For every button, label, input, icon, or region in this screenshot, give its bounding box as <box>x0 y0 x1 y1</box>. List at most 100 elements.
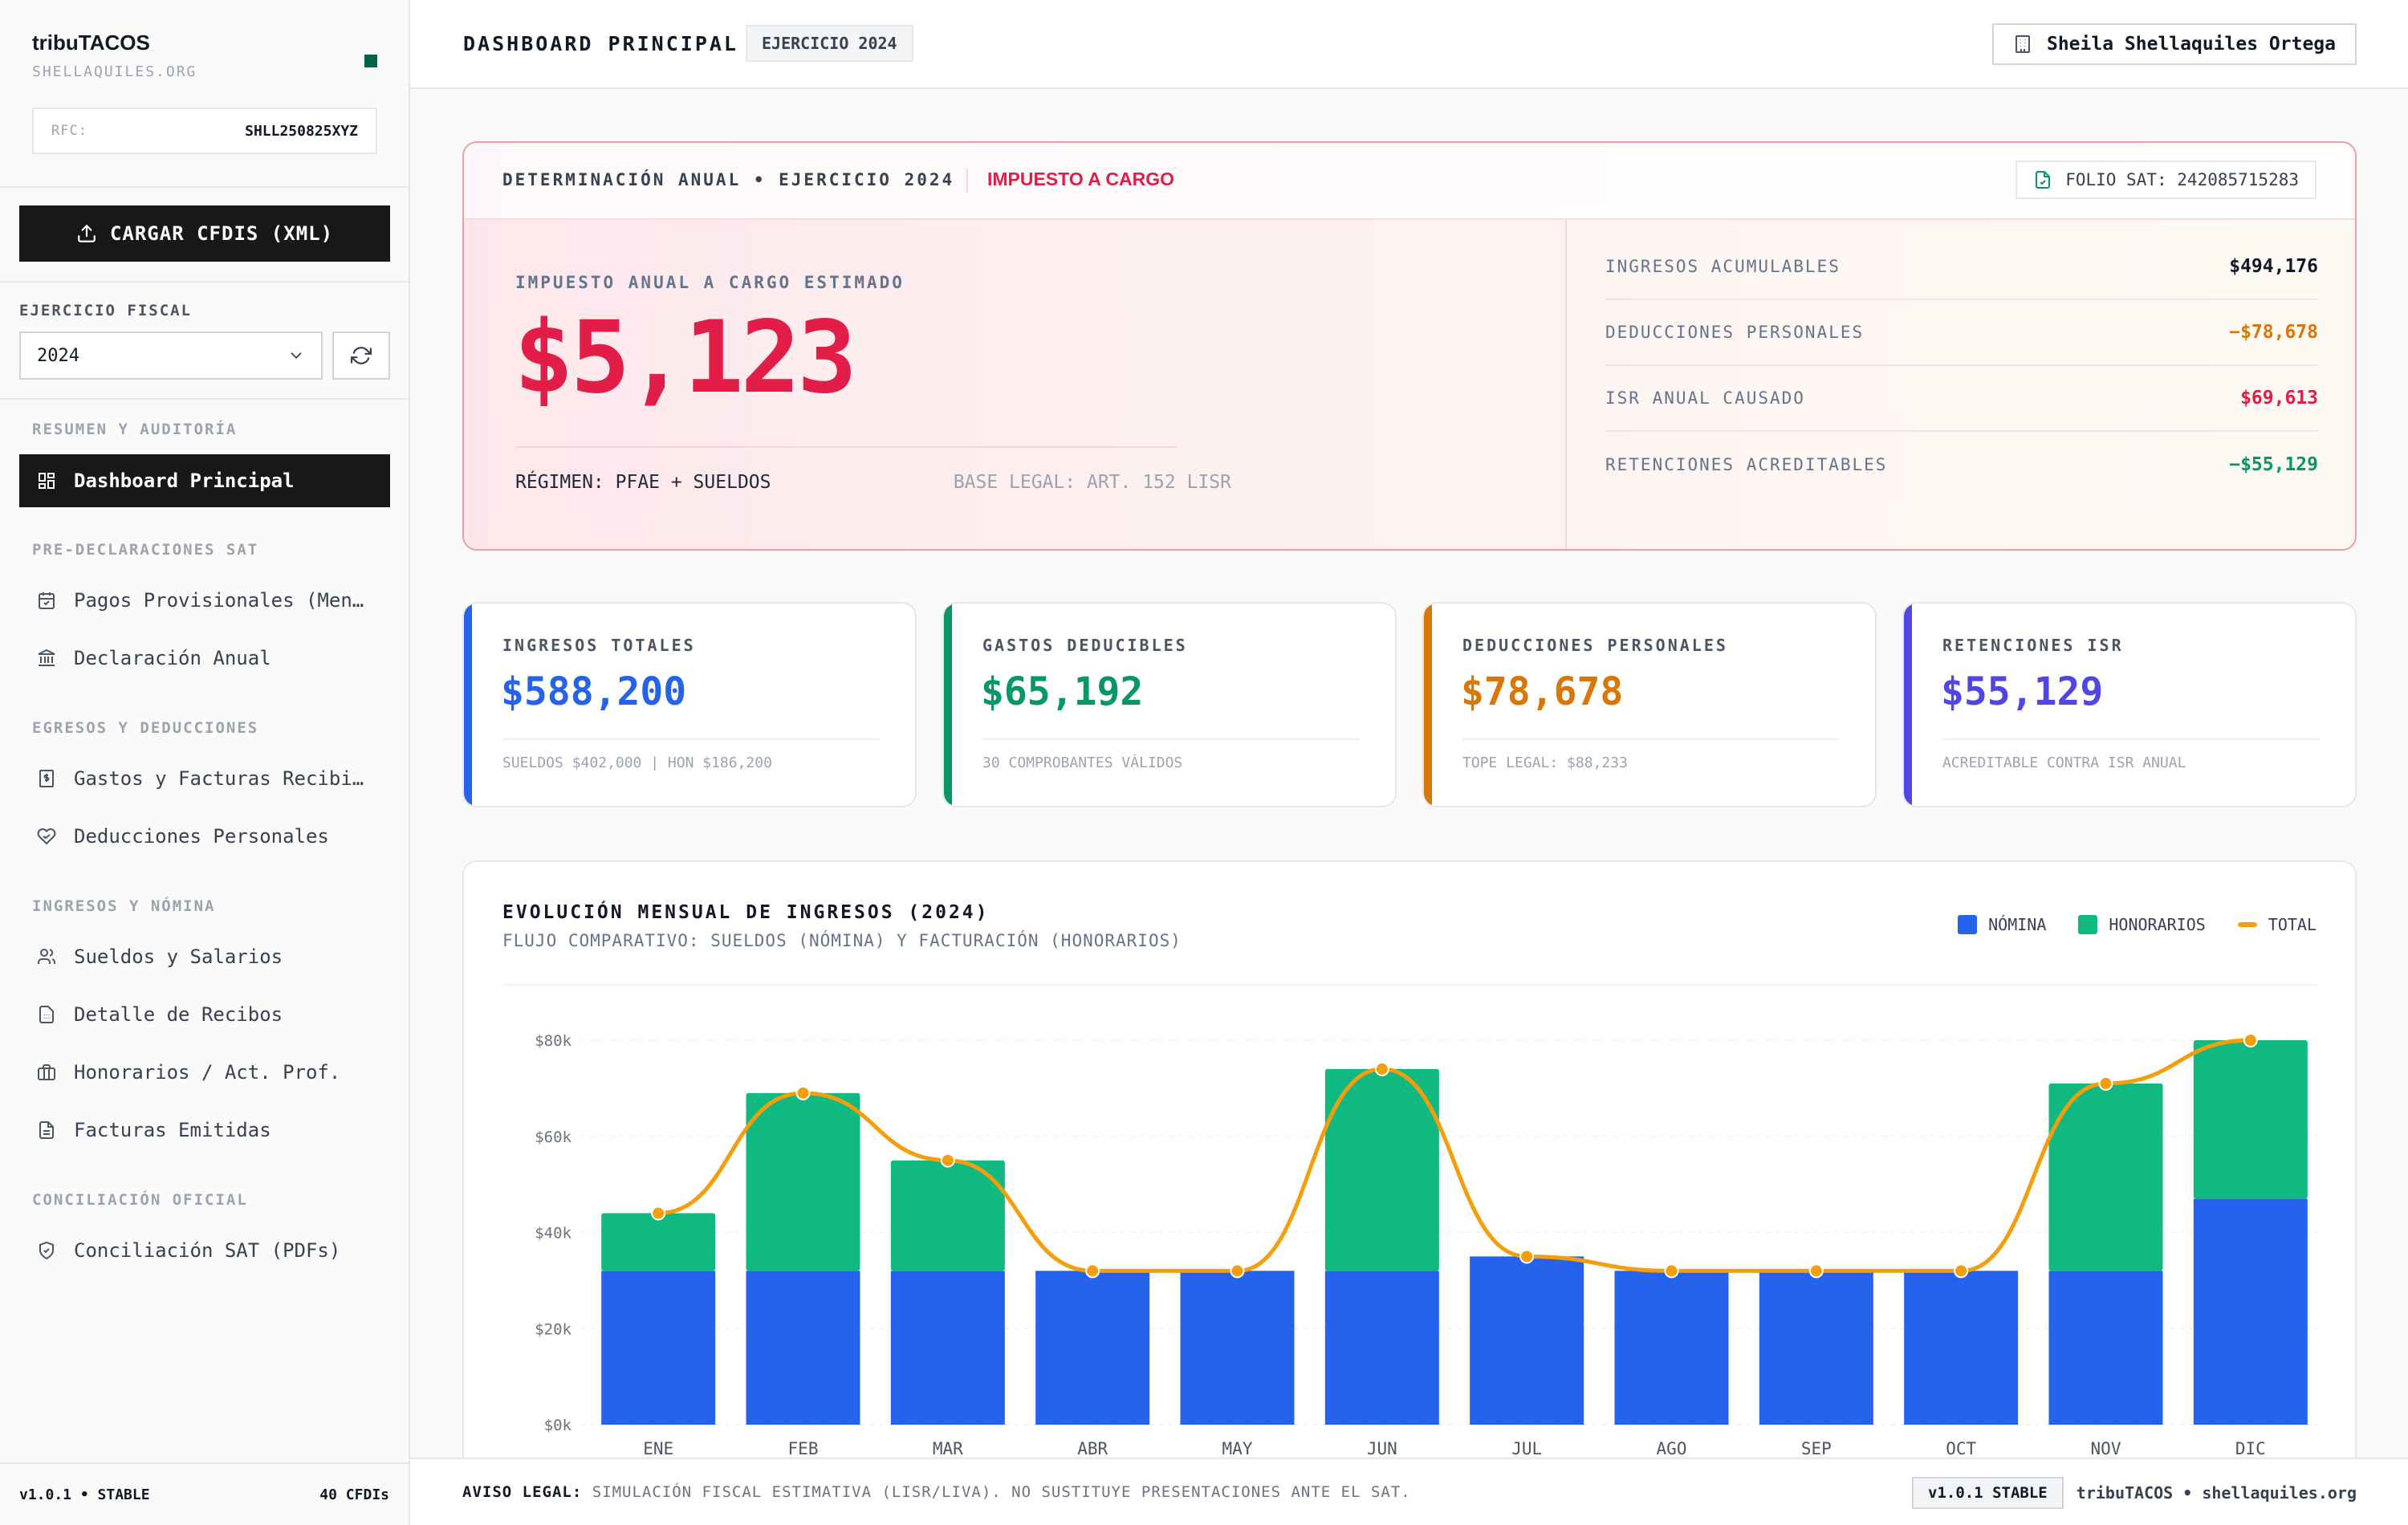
kpi-subtext: ACREDITABLE CONTRA ISR ANUAL <box>1942 754 2186 771</box>
bar-nomina <box>1614 1271 1729 1425</box>
nav-section-resumen: RESUMEN Y AUDITORÍA <box>32 421 238 438</box>
upload-label: CARGAR CFDIS (XML) <box>109 222 334 245</box>
sidebar-item-honorarios[interactable]: Honorarios / Act. Prof. <box>19 1046 390 1099</box>
nav-section-conciliacion: CONCILIACIÓN OFICIAL <box>32 1191 248 1209</box>
heart-hand-icon <box>37 828 56 845</box>
bar-nomina <box>2048 1271 2163 1425</box>
kpi-subtext: SUELDOS $402,000 | HON $186,200 <box>502 754 772 771</box>
kpi-card-deducciones: DEDUCCIONES PERSONALES $78,678 TOPE LEGA… <box>1422 602 1877 807</box>
kpi-accent <box>1424 604 1432 806</box>
divider <box>502 984 2318 986</box>
divider <box>515 446 1177 448</box>
sidebar-item-facturas-emitidas[interactable]: Facturas Emitidas <box>19 1104 390 1157</box>
kpi-accent <box>1904 604 1912 806</box>
refresh-button[interactable] <box>332 331 390 380</box>
x-tick-label: JUN <box>1367 1439 1397 1458</box>
fiscal-year-select[interactable]: 2024 <box>19 331 323 380</box>
sidebar-item-label: Conciliación SAT (PDFs) <box>74 1239 341 1262</box>
x-tick-label: OCT <box>1946 1439 1976 1458</box>
chart-subtitle: FLUJO COMPARATIVO: SUELDOS (NÓMINA) Y FA… <box>502 931 1182 950</box>
file-check-icon <box>2036 171 2051 189</box>
building-icon <box>2015 35 2030 53</box>
sidebar-item-label: Declaración Anual <box>74 647 271 669</box>
kpi-value: $588,200 <box>501 669 687 714</box>
sidebar-item-declaracion-anual[interactable]: Declaración Anual <box>19 632 390 685</box>
divider <box>1565 220 1567 549</box>
divider <box>0 186 409 188</box>
footer-brand: tribuTACOS • shellaquiles.org <box>2076 1483 2357 1503</box>
tax-label: IMPUESTO ANUAL A CARGO ESTIMADO <box>515 273 905 292</box>
user-menu[interactable]: Sheila Shellaquiles Ortega <box>1991 23 2357 65</box>
bar-nomina <box>1470 1256 1584 1425</box>
y-tick-label: $60k <box>535 1128 571 1146</box>
bar-nomina <box>2193 1198 2308 1425</box>
rfc-label: RFC: <box>51 123 87 139</box>
kpi-value: $65,192 <box>981 669 1144 714</box>
bar-nomina <box>1180 1271 1295 1425</box>
sidebar-item-pagos-provisionales[interactable]: Pagos Provisionales (Mensuales) <box>19 574 390 627</box>
divider <box>982 738 1360 740</box>
sidebar-item-label: Pagos Provisionales (Mensuales) <box>74 589 371 612</box>
bar-honorarios <box>890 1160 1005 1271</box>
y-tick-label: $0k <box>544 1417 572 1434</box>
legend-swatch <box>2237 922 2257 927</box>
chart-title: EVOLUCIÓN MENSUAL DE INGRESOS (2024) <box>502 902 990 923</box>
legal-notice-label: AVISO LEGAL: <box>462 1483 583 1501</box>
sidebar: tribuTACOS SHELLAQUILES.ORG RFC: SHLL250… <box>0 0 410 1525</box>
kpi-label: INGRESOS TOTALES <box>502 636 696 655</box>
breakdown-row: ISR ANUAL CAUSADO $69,613 <box>1605 366 2318 432</box>
bar-honorarios <box>2048 1083 2163 1271</box>
total-point <box>940 1153 955 1168</box>
topbar: DASHBOARD PRINCIPAL EJERCICIO 2024 Sheil… <box>410 0 2408 89</box>
kpi-label: GASTOS DEDUCIBLES <box>982 636 1188 655</box>
refresh-icon <box>351 347 372 364</box>
sidebar-item-deducciones[interactable]: Deducciones Personales <box>19 810 390 863</box>
total-point <box>1954 1263 1969 1279</box>
card-title: DETERMINACIÓN ANUAL • EJERCICIO 2024 <box>502 170 955 189</box>
status-badge: IMPUESTO A CARGO <box>987 169 1174 189</box>
total-point <box>1664 1263 1679 1279</box>
rfc-box: RFC: SHLL250825XYZ <box>32 108 377 154</box>
folio-text: FOLIO SAT: 242085715283 <box>2065 170 2299 189</box>
users-icon <box>38 949 56 964</box>
bar-nomina <box>601 1271 716 1425</box>
total-point <box>1085 1263 1100 1279</box>
regime-text: RÉGIMEN: PFAE + SUELDOS <box>515 472 771 493</box>
y-tick-label: $80k <box>535 1032 571 1050</box>
x-tick-label: MAY <box>1222 1439 1253 1458</box>
divider <box>0 281 409 283</box>
divider <box>502 738 880 740</box>
total-point <box>2098 1076 2113 1091</box>
sidebar-item-label: Deducciones Personales <box>74 825 329 848</box>
kpi-subtext: TOPE LEGAL: $88,233 <box>1462 754 1628 771</box>
x-tick-label: NOV <box>2091 1439 2121 1458</box>
chevron-down-icon <box>291 352 302 360</box>
user-name: Sheila Shellaquiles Ortega <box>2046 34 2336 55</box>
x-tick-label: AGO <box>1657 1439 1687 1458</box>
total-point <box>2243 1033 2258 1047</box>
breakdown-value: $69,613 <box>2240 388 2318 409</box>
bar-honorarios <box>601 1213 716 1271</box>
kpi-accent <box>944 604 952 806</box>
kpi-label: DEDUCCIONES PERSONALES <box>1462 636 1728 655</box>
divider <box>1462 738 1840 740</box>
sidebar-item-sueldos[interactable]: Sueldos y Salarios <box>19 930 390 983</box>
kpi-card-gastos: GASTOS DEDUCIBLES $65,192 30 COMPROBANTE… <box>942 602 1397 807</box>
divider <box>0 398 409 400</box>
sidebar-item-dashboard[interactable]: Dashboard Principal <box>19 454 390 507</box>
sidebar-item-conciliacion[interactable]: Conciliación SAT (PDFs) <box>19 1224 390 1277</box>
bar-nomina <box>1035 1271 1150 1425</box>
y-tick-label: $40k <box>535 1225 571 1242</box>
sidebar-item-recibos[interactable]: Detalle de Recibos <box>19 988 390 1041</box>
x-tick-label: DIC <box>2235 1439 2266 1458</box>
calendar-icon <box>39 592 55 609</box>
legend-swatch <box>2078 915 2098 934</box>
x-tick-label: ABR <box>1077 1439 1108 1458</box>
version-badge: v1.0.1 STABLE <box>1912 1477 2064 1509</box>
legend-item: HONORARIOS <box>2078 915 2206 934</box>
upload-cfdis-button[interactable]: CARGAR CFDIS (XML) <box>19 205 390 262</box>
sidebar-item-gastos[interactable]: Gastos y Facturas Recibidas <box>19 752 390 805</box>
kpi-label: RETENCIONES ISR <box>1942 636 2124 655</box>
fiscal-year-value: 2024 <box>37 345 79 366</box>
breakdown-label: DEDUCCIONES PERSONALES <box>1605 323 1865 342</box>
